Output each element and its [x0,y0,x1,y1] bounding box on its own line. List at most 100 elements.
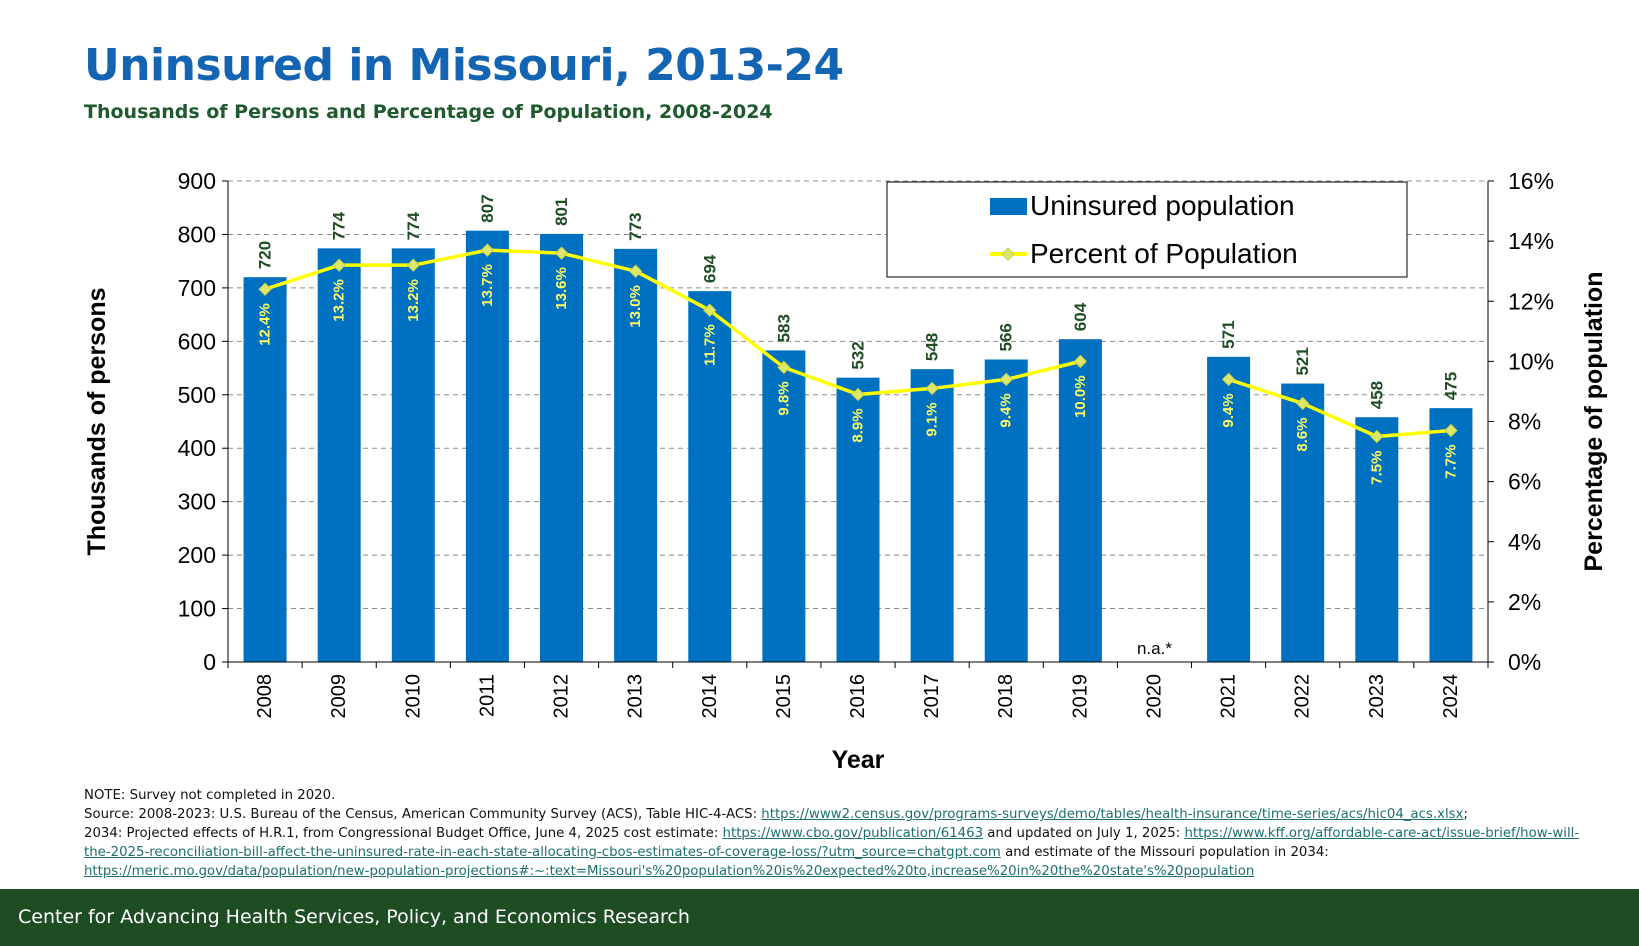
bar [1355,417,1399,662]
projection-mid: and updated on July 1, 2025: [983,826,1185,841]
data-labels: 720 774 774 807 801 773 694 583 532 548 566 604 571 5… [256,194,1461,658]
legend-swatch-bar [990,198,1027,215]
percent-value-label: 7.7% [1442,445,1459,479]
percent-value-label: 10.0% [1072,375,1089,418]
percent-value-label: 13.7% [479,264,496,307]
bar-value-label: 774 [330,211,349,240]
source-line: Source: 2008-2023: U.S. Bureau of the Ce… [84,805,1604,824]
bar-value-label: 807 [478,194,497,222]
y-tick-label: 400 [178,435,216,461]
percent-value-label: 8.6% [1294,417,1311,451]
percent-value-label: 13.2% [331,279,348,322]
bar [910,369,954,662]
census-link[interactable]: https://www2.census.gov/programs-surveys… [761,807,1464,822]
notes-block: NOTE: Survey not completed in 2020. Sour… [84,786,1604,881]
percent-value-label: 12.4% [257,303,274,346]
x-tick-label: 2009 [328,674,350,719]
bar [984,359,1028,662]
y2-tick-label: 12% [1508,288,1554,314]
y-tick-label: 200 [178,542,216,568]
x-tick-label: 2015 [773,674,795,719]
percent-marker [851,387,865,402]
x-tick-label: 2010 [402,674,424,719]
bar-value-label: 801 [552,198,571,226]
bar-value-label: 774 [404,211,423,240]
bar [317,248,361,662]
y2-tick-label: 0% [1508,649,1541,675]
bar-value-label: 521 [1293,347,1312,375]
percent-value-label: 11.7% [701,324,718,366]
chart-title: Uninsured in Missouri, 2013-24 [84,40,844,91]
percent-line-segment [264,248,1081,397]
legend-box [886,181,1408,278]
cbo-link[interactable]: https://www.cbo.gov/publication/61463 [722,826,984,841]
bar-value-label: 532 [849,341,868,369]
uninsured-chart: 0 100 200 300 400 500 600 700 800 900 0% 2% 4% 6% 8% 10… [83,168,1608,774]
percent-marker [1073,354,1088,369]
bar [1207,356,1251,662]
y-tick-label: 900 [178,168,216,194]
bar-value-label: 720 [256,241,275,269]
meric-link[interactable]: https://meric.mo.gov/data/population/new… [84,864,1255,879]
legend-label-bar: Uninsured population [1030,190,1295,221]
meric-line: https://meric.mo.gov/data/population/new… [84,862,1604,881]
y2-tick-label: 14% [1508,228,1554,254]
bar [243,277,287,662]
y-tick-label: 600 [178,328,216,354]
bar-value-label: 583 [774,314,793,342]
x-tick-label: 2019 [1069,674,1091,719]
percent-marker [999,372,1013,387]
percent-line [258,243,1458,444]
percent-value-label: 9.8% [775,381,792,415]
percent-value-label: 13.2% [405,279,422,322]
x-tick-label: 2022 [1292,674,1314,719]
population-estimate-text: and estimate of the Missouri population … [1000,845,1329,860]
y-tick-label: 300 [178,489,216,515]
bar [1058,339,1102,662]
percent-value-label: 7.5% [1368,451,1385,485]
y2-axis-title: Percentage of population [1580,271,1608,571]
percent-marker [1370,429,1384,444]
bar-value-label: 773 [626,212,645,240]
percent-marker [258,282,272,296]
percent-marker [777,360,791,375]
y2-tick-label: 8% [1508,409,1541,435]
bar [688,291,732,662]
na-annotation: n.a.* [1137,639,1172,658]
x-tick-label: 2014 [699,674,721,719]
legend-swatch-marker [1001,247,1015,261]
percent-marker [554,246,569,260]
bar [1429,408,1473,662]
axes: 0 100 200 300 400 500 600 700 800 900 0% 2% 4% 6% 8% 10… [83,168,1608,774]
y2-tick-label: 10% [1508,348,1554,374]
percent-marker [332,258,346,272]
bar-value-label: 566 [997,323,1016,351]
bar-value-label: 475 [1441,372,1460,400]
bar [540,233,584,662]
footer-bar: Center for Advancing Health Services, Po… [0,889,1639,946]
y2-tick-label: 4% [1508,529,1541,555]
y-tick-label: 100 [178,596,216,622]
percent-value-label: 9.4% [998,393,1015,427]
bar [614,248,658,662]
y-tick-label: 700 [178,275,216,301]
x-axis-title: Year [832,746,885,774]
bars [243,230,1473,662]
x-tick-label: 2008 [254,674,276,719]
x-tick-label: 2024 [1440,674,1462,719]
kff-link[interactable]: https://www.kff.org/affordable-care-act/… [84,826,1580,860]
percent-value-label: 8.9% [850,408,867,442]
percent-value-label: 9.1% [924,402,941,436]
bar [391,248,435,662]
note-line: NOTE: Survey not completed in 2020. [84,788,336,803]
projection-line: 2034: Projected effects of H.R.1, from C… [84,824,1604,862]
x-tick-label: 2017 [921,674,943,719]
x-tick-label: 2013 [625,674,647,719]
bar-value-label: 458 [1367,381,1386,409]
percent-marker [1295,396,1310,411]
percent-value-label: 9.4% [1220,393,1237,427]
x-tick-label: 2012 [551,674,573,719]
x-tick-label: 2011 [476,674,498,717]
y-tick-label: 0 [203,649,216,675]
percent-marker [925,381,939,396]
